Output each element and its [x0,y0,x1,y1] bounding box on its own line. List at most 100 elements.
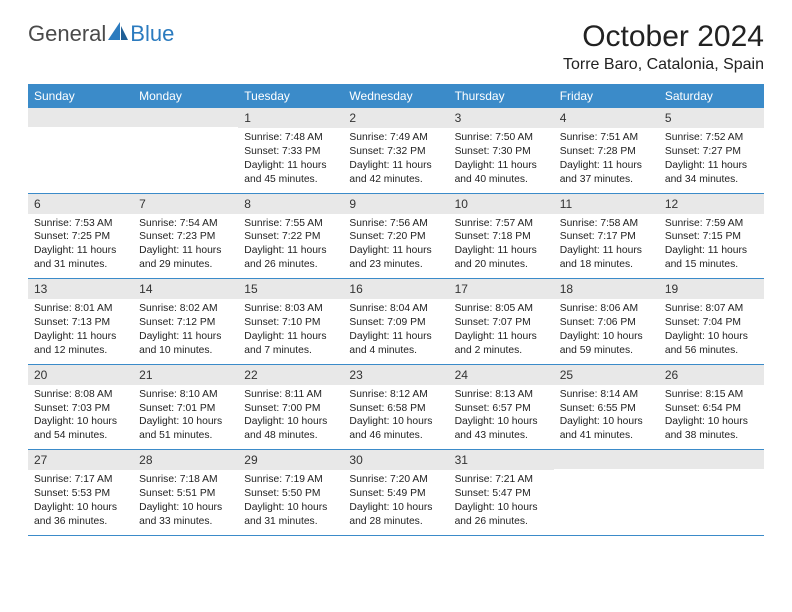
sunrise-text: Sunrise: 8:10 AM [139,388,232,402]
cell-body: Sunrise: 7:17 AMSunset: 5:53 PMDaylight:… [28,470,133,535]
daylight-text: Daylight: 11 hours and 4 minutes. [349,330,442,358]
sunrise-text: Sunrise: 8:07 AM [665,302,758,316]
daylight-text: Daylight: 11 hours and 12 minutes. [34,330,127,358]
day-header: Tuesday [238,84,343,108]
day-header: Sunday [28,84,133,108]
calendar-cell: 2Sunrise: 7:49 AMSunset: 7:32 PMDaylight… [343,108,448,193]
calendar-cell: 16 Sunrise: 8:04 AMSunset: 7:09 PMDayligh… [343,279,448,364]
sunrise-text: Sunrise: 8:11 AM [244,388,337,402]
cell-body: Sunrise: 8:11 AMSunset: 7:00 PMDaylight:… [238,385,343,450]
title-block: October 2024 Torre Baro, Catalonia, Spai… [563,20,764,74]
sunset-text: Sunset: 7:12 PM [139,316,232,330]
calendar-cell: 7Sunrise: 7:54 AMSunset: 7:23 PMDaylight… [133,194,238,279]
day-number: 31 [449,450,554,470]
calendar-cell: 13Sunrise: 8:01 AMSunset: 7:13 PMDayligh… [28,279,133,364]
sunrise-text: Sunrise: 7:49 AM [349,131,442,145]
sunrise-text: Sunrise: 8:06 AM [560,302,653,316]
sunrise-text: Sunrise: 8:08 AM [34,388,127,402]
sunset-text: Sunset: 6:55 PM [560,402,653,416]
daylight-text: Daylight: 10 hours and 26 minutes. [455,501,548,529]
calendar-cell: 11Sunrise: 7:58 AMSunset: 7:17 PMDayligh… [554,194,659,279]
sunrise-text: Sunrise: 8:01 AM [34,302,127,316]
day-number: 13 [28,279,133,299]
sunset-text: Sunset: 5:47 PM [455,487,548,501]
cell-body: Sunrise: 7:56 AMSunset: 7:20 PMDaylight:… [343,214,448,279]
day-number: 21 [133,365,238,385]
calendar-cell-empty [554,450,659,535]
day-number: 16 [343,279,448,299]
calendar-cell: 14Sunrise: 8:02 AMSunset: 7:12 PMDayligh… [133,279,238,364]
day-header: Wednesday [343,84,448,108]
sunset-text: Sunset: 6:54 PM [665,402,758,416]
day-number [28,108,133,127]
day-number: 15 [238,279,343,299]
sunset-text: Sunset: 7:07 PM [455,316,548,330]
calendar-cell: 31Sunrise: 7:21 AMSunset: 5:47 PMDayligh… [449,450,554,535]
cell-body: Sunrise: 7:48 AMSunset: 7:33 PMDaylight:… [238,128,343,193]
daylight-text: Daylight: 11 hours and 37 minutes. [560,159,653,187]
day-number: 20 [28,365,133,385]
day-header: Saturday [659,84,764,108]
logo-text-general: General [28,21,106,47]
daylight-text: Daylight: 11 hours and 7 minutes. [244,330,337,358]
cell-body: Sunrise: 7:51 AMSunset: 7:28 PMDaylight:… [554,128,659,193]
daylight-text: Daylight: 11 hours and 29 minutes. [139,244,232,272]
sunset-text: Sunset: 7:09 PM [349,316,442,330]
calendar-cell: 18Sunrise: 8:06 AMSunset: 7:06 PMDayligh… [554,279,659,364]
sunrise-text: Sunrise: 7:52 AM [665,131,758,145]
calendar-cell: 28Sunrise: 7:18 AMSunset: 5:51 PMDayligh… [133,450,238,535]
day-number: 10 [449,194,554,214]
calendar-cell-empty [28,108,133,193]
calendar-cell: 5Sunrise: 7:52 AMSunset: 7:27 PMDaylight… [659,108,764,193]
location: Torre Baro, Catalonia, Spain [563,56,764,74]
sunset-text: Sunset: 6:58 PM [349,402,442,416]
sunrise-text: Sunrise: 7:17 AM [34,473,127,487]
day-number: 6 [28,194,133,214]
week-row: 27Sunrise: 7:17 AMSunset: 5:53 PMDayligh… [28,450,764,536]
cell-body [659,469,764,524]
sunrise-text: Sunrise: 7:20 AM [349,473,442,487]
day-header: Monday [133,84,238,108]
day-number [659,450,764,469]
sunset-text: Sunset: 7:18 PM [455,230,548,244]
cell-body [133,127,238,182]
day-number: 3 [449,108,554,128]
calendar-cell: 4Sunrise: 7:51 AMSunset: 7:28 PMDaylight… [554,108,659,193]
daylight-text: Daylight: 11 hours and 18 minutes. [560,244,653,272]
sunrise-text: Sunrise: 7:57 AM [455,217,548,231]
daylight-text: Daylight: 11 hours and 45 minutes. [244,159,337,187]
sunrise-text: Sunrise: 8:15 AM [665,388,758,402]
calendar-cell: 12Sunrise: 7:59 AMSunset: 7:15 PMDayligh… [659,194,764,279]
sunrise-text: Sunrise: 7:54 AM [139,217,232,231]
sunset-text: Sunset: 7:23 PM [139,230,232,244]
cell-body [28,127,133,182]
sunrise-text: Sunrise: 7:19 AM [244,473,337,487]
cell-body: Sunrise: 8:10 AMSunset: 7:01 PMDaylight:… [133,385,238,450]
daylight-text: Daylight: 10 hours and 51 minutes. [139,415,232,443]
cell-body: Sunrise: 7:59 AMSunset: 7:15 PMDaylight:… [659,214,764,279]
calendar-cell: 25Sunrise: 8:14 AMSunset: 6:55 PMDayligh… [554,365,659,450]
week-row: 1Sunrise: 7:48 AMSunset: 7:33 PMDaylight… [28,108,764,194]
sunrise-text: Sunrise: 8:04 AM [349,302,442,316]
weeks-container: 1Sunrise: 7:48 AMSunset: 7:33 PMDaylight… [28,108,764,536]
sunset-text: Sunset: 7:01 PM [139,402,232,416]
sunset-text: Sunset: 5:53 PM [34,487,127,501]
day-number: 26 [659,365,764,385]
day-number: 14 [133,279,238,299]
calendar-cell: 6Sunrise: 7:53 AMSunset: 7:25 PMDaylight… [28,194,133,279]
day-number: 18 [554,279,659,299]
calendar-cell: 1Sunrise: 7:48 AMSunset: 7:33 PMDaylight… [238,108,343,193]
cell-body: Sunrise: 8:07 AMSunset: 7:04 PMDaylight:… [659,299,764,364]
daylight-text: Daylight: 11 hours and 31 minutes. [34,244,127,272]
cell-body: Sunrise: 8:15 AMSunset: 6:54 PMDaylight:… [659,385,764,450]
sunset-text: Sunset: 7:33 PM [244,145,337,159]
cell-body: Sunrise: 7:52 AMSunset: 7:27 PMDaylight:… [659,128,764,193]
day-number: 4 [554,108,659,128]
day-number: 25 [554,365,659,385]
sunrise-text: Sunrise: 8:03 AM [244,302,337,316]
sunrise-text: Sunrise: 7:58 AM [560,217,653,231]
cell-body: Sunrise: 8:13 AMSunset: 6:57 PMDaylight:… [449,385,554,450]
daylight-text: Daylight: 11 hours and 40 minutes. [455,159,548,187]
daylight-text: Daylight: 11 hours and 26 minutes. [244,244,337,272]
week-row: 13Sunrise: 8:01 AMSunset: 7:13 PMDayligh… [28,279,764,365]
